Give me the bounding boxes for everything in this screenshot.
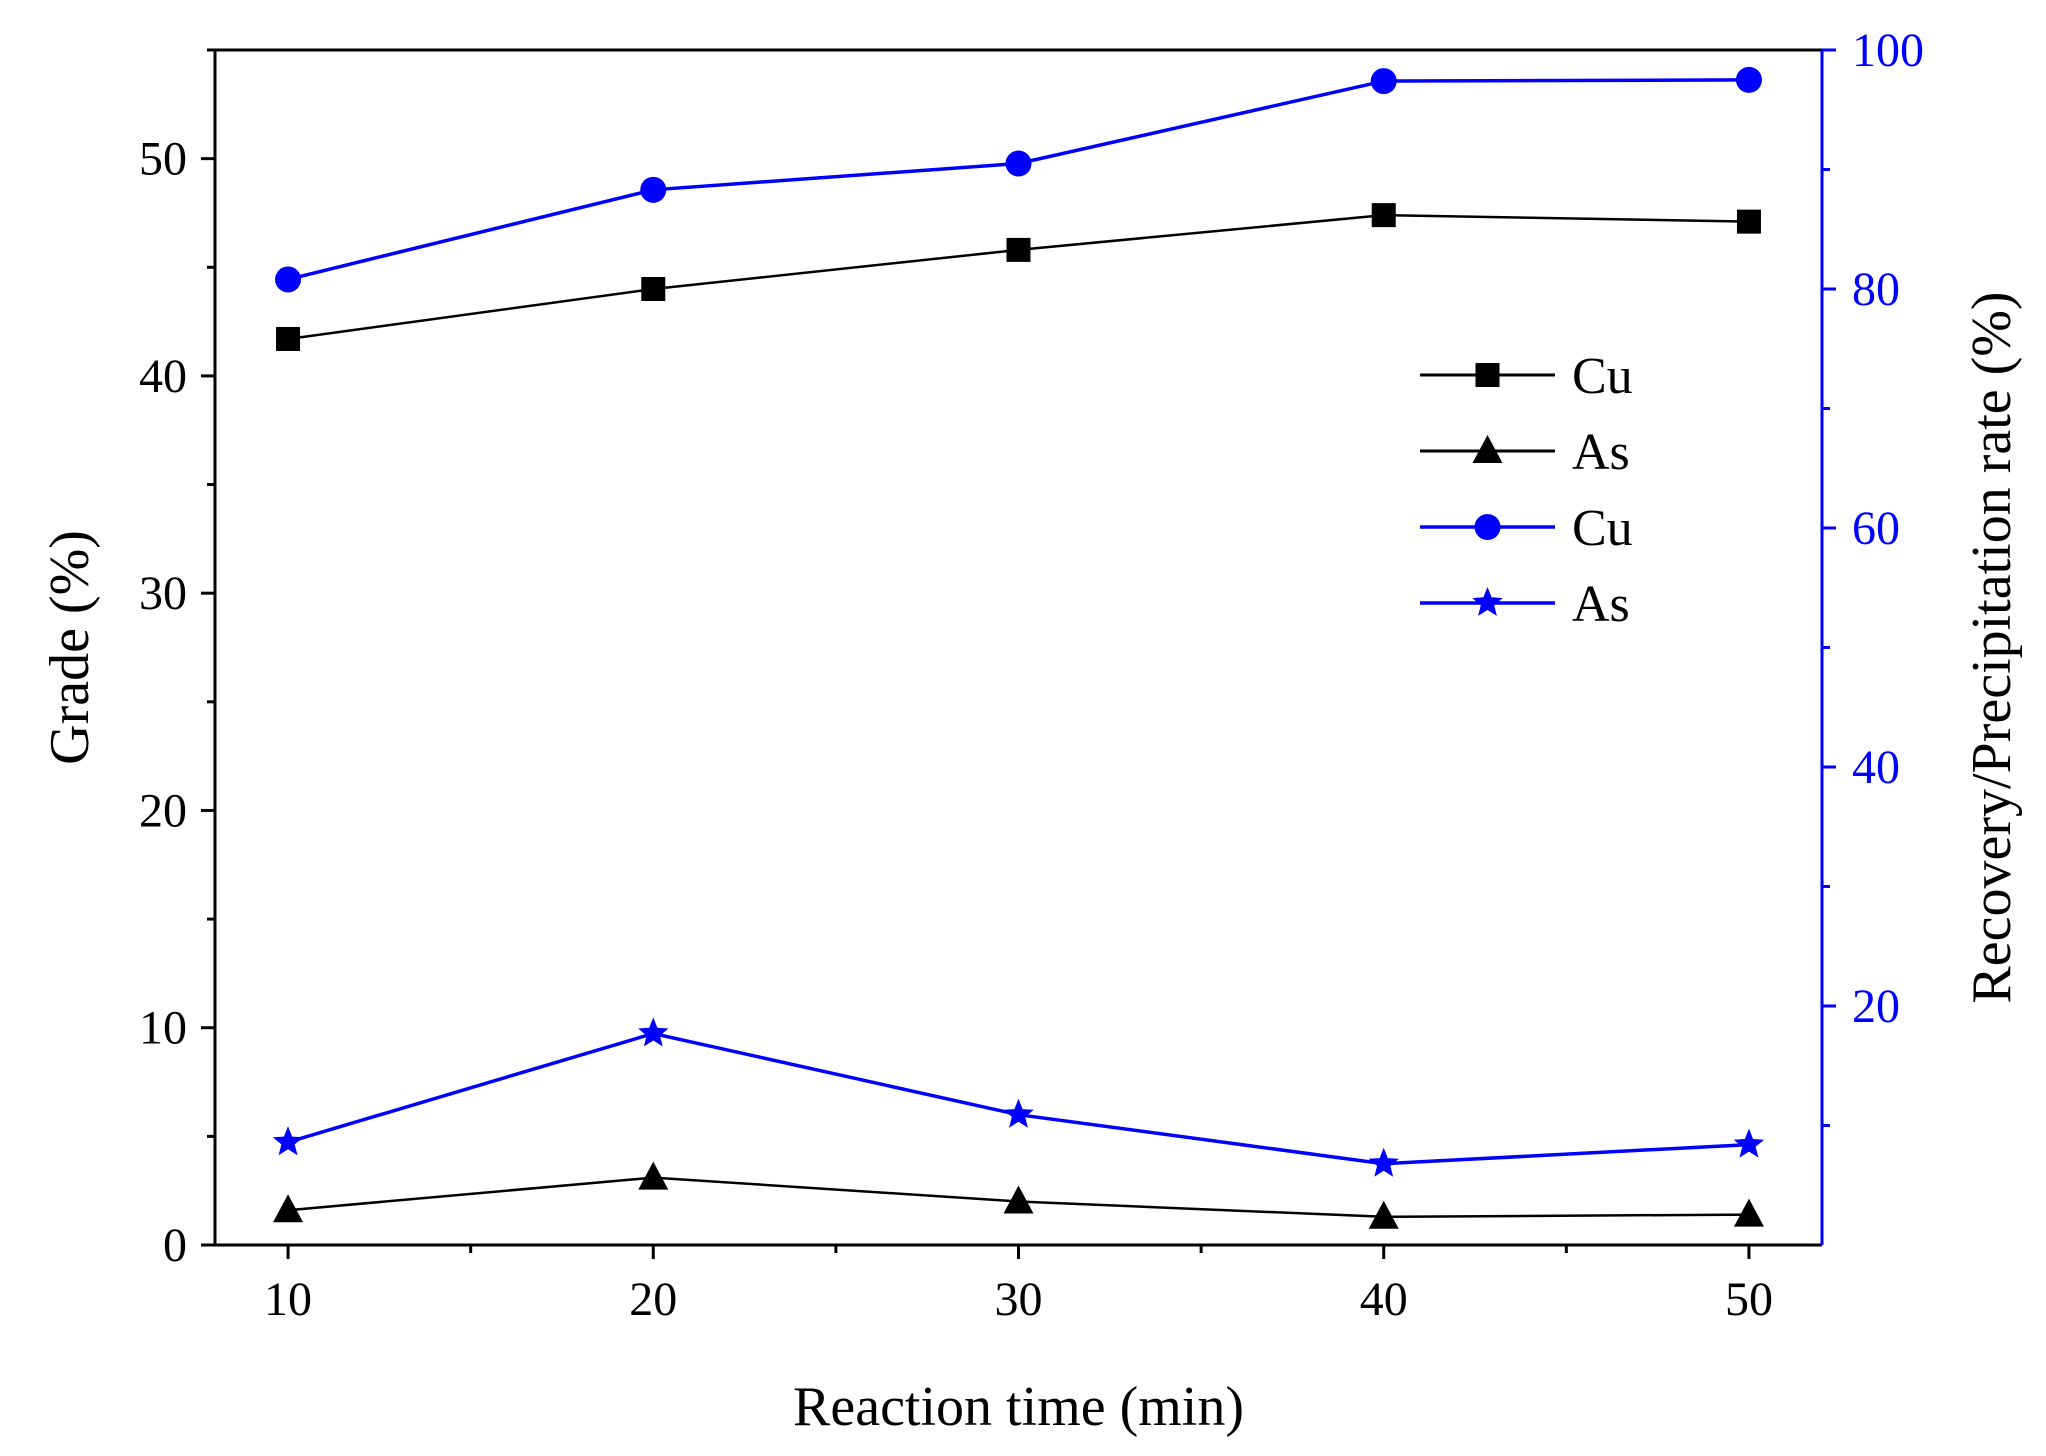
series-line-right-as (287, 1031, 1750, 1166)
data-point-right-as (1003, 1098, 1034, 1128)
x-tick-label: 40 (1360, 1273, 1408, 1326)
data-point-left-as (1003, 1185, 1034, 1214)
data-point-left-cu (1006, 237, 1031, 262)
y-right-tick-label: 40 (1852, 741, 1900, 794)
legend-label: As (1572, 576, 1630, 633)
data-point-right-cu (1005, 150, 1032, 177)
series-line-left-cu (287, 213, 1750, 341)
legend-marker (1474, 514, 1501, 540)
legend-label: Cu (1572, 500, 1633, 557)
data-point-right-as (272, 1126, 304, 1156)
data-point-right-cu (640, 176, 667, 203)
y-right-tick-label: 100 (1852, 24, 1924, 77)
data-point-left-cu (276, 326, 301, 351)
legend-marker (1472, 587, 1503, 616)
data-point-right-cu (275, 266, 302, 293)
y-right-tick-label: 60 (1852, 502, 1900, 555)
y-left-tick-label: 50 (139, 133, 187, 186)
data-point-left-cu (1371, 203, 1396, 228)
y-left-tick-label: 0 (163, 1219, 187, 1272)
legend-marker (1472, 435, 1503, 463)
y-right-axis-title: Recovery/Precipitation rate (%) (1961, 291, 2023, 1003)
y-right-tick-label: 20 (1852, 980, 1900, 1033)
legend-label: As (1572, 424, 1630, 481)
data-point-left-as (273, 1194, 304, 1223)
data-point-right-cu (1370, 68, 1397, 95)
y-left-tick-label: 40 (139, 350, 187, 403)
x-tick-label: 10 (264, 1273, 312, 1326)
x-tick-label: 50 (1725, 1273, 1773, 1326)
y-left-tick-label: 20 (139, 784, 187, 837)
x-tick-label: 20 (629, 1273, 677, 1326)
x-tick-label: 30 (995, 1273, 1043, 1326)
y-left-axis-title: Grade (%) (39, 530, 101, 765)
data-point-left-cu (1736, 209, 1761, 234)
data-point-left-cu (641, 277, 666, 301)
data-point-right-as (638, 1017, 669, 1047)
data-point-right-as (1733, 1128, 1765, 1158)
legend-marker (1475, 363, 1500, 387)
data-point-left-as (1733, 1198, 1764, 1227)
data-point-left-as (638, 1161, 669, 1190)
y-left-tick-label: 30 (139, 567, 187, 620)
data-point-right-as (1368, 1147, 1399, 1177)
y-left-tick-label: 10 (139, 1002, 187, 1055)
data-point-right-cu (1735, 66, 1762, 93)
data-point-left-as (1368, 1200, 1399, 1229)
x-axis-title: Reaction time (min) (793, 1376, 1244, 1438)
y-right-tick-label: 80 (1852, 263, 1900, 316)
legend-label: Cu (1572, 348, 1633, 405)
